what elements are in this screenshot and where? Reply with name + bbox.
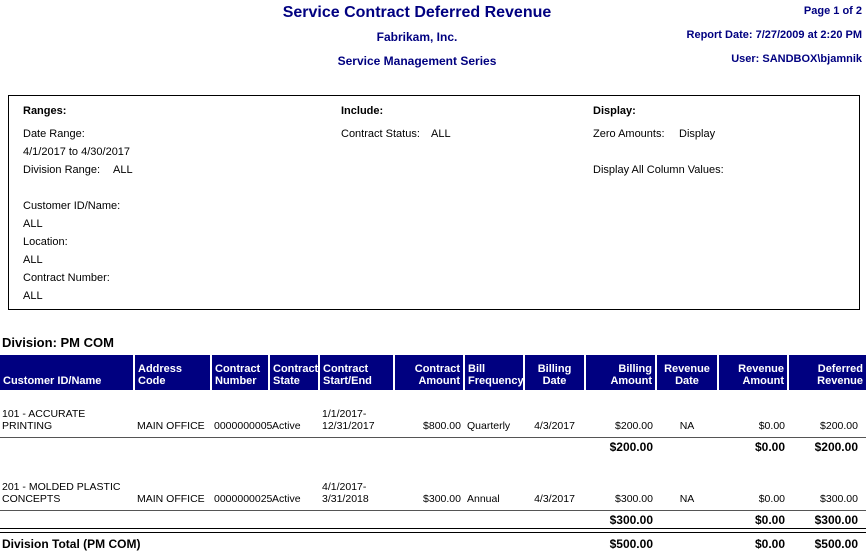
column-header-contract-number: Contract Number <box>212 355 268 390</box>
cell-billing-amount: $300.00 <box>615 493 653 505</box>
ranges-heading: Ranges: <box>23 105 67 117</box>
column-header-address-code: Address Code <box>135 355 210 390</box>
cell-address-code: MAIN OFFICE <box>137 493 205 505</box>
division-total-revenue-amount: $0.00 <box>754 537 785 551</box>
report-date: Report Date: 7/27/2009 at 2:20 PM <box>686 29 862 41</box>
column-header-billing-date: Billing Date <box>525 355 584 390</box>
cell-revenue-date: NA <box>679 420 695 432</box>
company-name: Fabrikam, Inc. <box>376 30 458 44</box>
cell-billing-date: 4/3/2017 <box>534 420 575 432</box>
division-range-row: Division Range: ALL <box>23 163 323 181</box>
include-heading: Include: <box>341 105 384 117</box>
contract-status-value: ALL <box>431 128 451 140</box>
cell-billing-amount: $200.00 <box>615 420 653 432</box>
cell-customer: 201 - MOLDED PLASTIC CONCEPTS <box>2 481 121 505</box>
cell-revenue-date: NA <box>679 493 695 505</box>
division-total-double-line <box>0 528 866 533</box>
column-header-bill-frequency: Bill Frequency <box>465 355 524 390</box>
cell-contract-state: Active <box>272 493 301 505</box>
customer-range-label: Customer ID/Name: <box>23 200 121 212</box>
display-all-label: Display All Column Values: <box>593 164 724 176</box>
zero-amounts-label: Zero Amounts: <box>593 128 665 140</box>
subtotal-revenue-amount: $0.00 <box>754 440 785 454</box>
cell-bill-frequency: Quarterly <box>467 420 511 432</box>
column-header-contract-state: Contract State <box>270 355 318 390</box>
contract-number-range-label: Contract Number: <box>23 272 110 284</box>
zero-amounts-row: Zero Amounts: Display <box>593 127 853 145</box>
table-header-row: Customer ID/Name Address Code Contract N… <box>0 355 866 390</box>
date-range-value: 4/1/2017 to 4/30/2017 <box>23 146 131 158</box>
cell-contract-start-end: 4/1/2017- 3/31/2018 <box>322 481 369 505</box>
cell-customer: 101 - ACCURATE PRINTING <box>2 408 86 432</box>
spacer-row <box>23 181 323 199</box>
spacer-row <box>593 145 853 163</box>
division-total-deferred-revenue: $500.00 <box>814 537 858 551</box>
subtotal-deferred-revenue: $300.00 <box>814 513 858 527</box>
division-total-billing-amount: $500.00 <box>609 537 653 551</box>
table-row: 101 - ACCURATE PRINTING MAIN OFFICE 0000… <box>0 399 866 432</box>
division-total-row: Division Total (PM COM) $500.00 $0.00 $5… <box>0 536 866 551</box>
cell-deferred-revenue: $200.00 <box>820 420 858 432</box>
contract-status-label: Contract Status: <box>341 128 420 140</box>
column-header-contract-amount: Contract Amount <box>395 355 463 390</box>
report-user: User: SANDBOX\bjamnik <box>731 53 862 65</box>
zero-amounts-value: Display <box>679 128 716 140</box>
display-column: Display: Zero Amounts: Display Display Al… <box>593 104 853 181</box>
contract-number-range-value: ALL <box>23 290 43 302</box>
cell-contract-amount: $300.00 <box>423 493 461 505</box>
page-title: Service Contract Deferred Revenue <box>282 4 552 21</box>
cell-bill-frequency: Annual <box>467 493 500 505</box>
division-total-label: Division Total (PM COM) <box>2 537 141 551</box>
ranges-column: Ranges: Date Range: 4/1/2017 to 4/30/201… <box>23 104 323 307</box>
subtotal-row: $300.00 $0.00 $300.00 <box>0 513 866 527</box>
display-heading: Display: <box>593 105 636 117</box>
location-range-label: Location: <box>23 236 68 248</box>
division-range-value: ALL <box>113 164 133 176</box>
page-number: Page 1 of 2 <box>803 5 862 17</box>
division-heading: Division: PM COM <box>2 335 114 350</box>
series-name: Service Management Series <box>337 54 497 68</box>
cell-address-code: MAIN OFFICE <box>137 420 205 432</box>
row-separator-line <box>0 437 866 438</box>
column-header-contract-start-end: Contract Start/End <box>320 355 393 390</box>
column-header-billing-amount: Billing Amount <box>586 355 655 390</box>
column-header-revenue-date: Revenue Date <box>657 355 717 390</box>
subtotal-revenue-amount: $0.00 <box>754 513 785 527</box>
row-separator-line <box>0 510 866 511</box>
contract-status-row: Contract Status: ALL <box>341 127 581 145</box>
cell-contract-number: 0000000025 <box>214 493 273 505</box>
subtotal-billing-amount: $300.00 <box>609 513 653 527</box>
subtotal-row: $200.00 $0.00 $200.00 <box>0 440 866 454</box>
cell-deferred-revenue: $300.00 <box>820 493 858 505</box>
cell-contract-start-end: 1/1/2017- 12/31/2017 <box>322 408 375 432</box>
table-row: 201 - MOLDED PLASTIC CONCEPTS MAIN OFFIC… <box>0 472 866 505</box>
subtotal-deferred-revenue: $200.00 <box>814 440 858 454</box>
cell-billing-date: 4/3/2017 <box>534 493 575 505</box>
cell-revenue-amount: $0.00 <box>758 493 785 505</box>
cell-contract-state: Active <box>272 420 301 432</box>
division-range-label: Division Range: <box>23 164 101 176</box>
location-range-value: ALL <box>23 254 43 266</box>
cell-contract-amount: $800.00 <box>423 420 461 432</box>
cell-revenue-amount: $0.00 <box>758 420 785 432</box>
subtotal-billing-amount: $200.00 <box>609 440 653 454</box>
include-column: Include: Contract Status: ALL <box>341 104 581 145</box>
column-header-deferred-revenue: Deferred Revenue <box>789 355 866 390</box>
customer-range-value: ALL <box>23 218 43 230</box>
cell-contract-number: 0000000005 <box>214 420 273 432</box>
date-range-label: Date Range: <box>23 128 85 140</box>
column-header-revenue-amount: Revenue Amount <box>719 355 787 390</box>
options-box: Ranges: Date Range: 4/1/2017 to 4/30/201… <box>8 95 860 310</box>
column-header-customer: Customer ID/Name <box>0 355 133 390</box>
